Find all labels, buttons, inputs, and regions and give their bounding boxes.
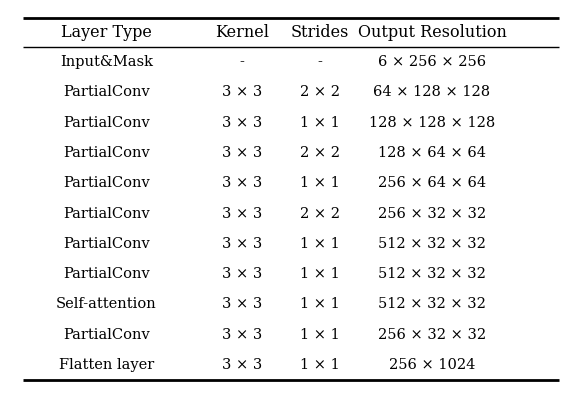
Text: 256 × 1024: 256 × 1024 bbox=[389, 358, 475, 372]
Text: 2 × 2: 2 × 2 bbox=[300, 86, 340, 99]
Text: 1 × 1: 1 × 1 bbox=[300, 237, 340, 251]
Text: 256 × 64 × 64: 256 × 64 × 64 bbox=[378, 176, 486, 190]
Text: Self-attention: Self-attention bbox=[56, 297, 157, 311]
Text: Kernel: Kernel bbox=[215, 24, 269, 41]
Text: PartialConv: PartialConv bbox=[63, 207, 150, 221]
Text: 128 × 128 × 128: 128 × 128 × 128 bbox=[369, 116, 495, 130]
Text: 3 × 3: 3 × 3 bbox=[222, 237, 262, 251]
Text: Input&Mask: Input&Mask bbox=[60, 55, 153, 69]
Text: -: - bbox=[317, 55, 322, 69]
Text: 3 × 3: 3 × 3 bbox=[222, 297, 262, 311]
Text: 3 × 3: 3 × 3 bbox=[222, 116, 262, 130]
Text: 64 × 128 × 128: 64 × 128 × 128 bbox=[373, 86, 491, 99]
Text: PartialConv: PartialConv bbox=[63, 116, 150, 130]
Text: 2 × 2: 2 × 2 bbox=[300, 146, 340, 160]
Text: -: - bbox=[240, 55, 244, 69]
Text: PartialConv: PartialConv bbox=[63, 176, 150, 190]
Text: PartialConv: PartialConv bbox=[63, 328, 150, 342]
Text: Strides: Strides bbox=[290, 24, 349, 41]
Text: 6 × 256 × 256: 6 × 256 × 256 bbox=[378, 55, 486, 69]
Text: PartialConv: PartialConv bbox=[63, 267, 150, 281]
Text: 512 × 32 × 32: 512 × 32 × 32 bbox=[378, 237, 486, 251]
Text: 256 × 32 × 32: 256 × 32 × 32 bbox=[378, 207, 486, 221]
Text: 1 × 1: 1 × 1 bbox=[300, 358, 340, 372]
Text: 1 × 1: 1 × 1 bbox=[300, 328, 340, 342]
Text: 3 × 3: 3 × 3 bbox=[222, 267, 262, 281]
Text: 3 × 3: 3 × 3 bbox=[222, 86, 262, 99]
Text: 1 × 1: 1 × 1 bbox=[300, 267, 340, 281]
Text: Layer Type: Layer Type bbox=[61, 24, 152, 41]
Text: 512 × 32 × 32: 512 × 32 × 32 bbox=[378, 267, 486, 281]
Text: 3 × 3: 3 × 3 bbox=[222, 328, 262, 342]
Text: 512 × 32 × 32: 512 × 32 × 32 bbox=[378, 297, 486, 311]
Text: 1 × 1: 1 × 1 bbox=[300, 176, 340, 190]
Text: 3 × 3: 3 × 3 bbox=[222, 358, 262, 372]
Text: PartialConv: PartialConv bbox=[63, 237, 150, 251]
Text: 1 × 1: 1 × 1 bbox=[300, 116, 340, 130]
Text: 3 × 3: 3 × 3 bbox=[222, 176, 262, 190]
Text: 256 × 32 × 32: 256 × 32 × 32 bbox=[378, 328, 486, 342]
Text: PartialConv: PartialConv bbox=[63, 146, 150, 160]
Text: PartialConv: PartialConv bbox=[63, 86, 150, 99]
Text: 2 × 2: 2 × 2 bbox=[300, 207, 340, 221]
Text: 3 × 3: 3 × 3 bbox=[222, 146, 262, 160]
Text: 128 × 64 × 64: 128 × 64 × 64 bbox=[378, 146, 486, 160]
Text: Output Resolution: Output Resolution bbox=[358, 24, 506, 41]
Text: 3 × 3: 3 × 3 bbox=[222, 207, 262, 221]
Text: Flatten layer: Flatten layer bbox=[59, 358, 154, 372]
Text: 1 × 1: 1 × 1 bbox=[300, 297, 340, 311]
